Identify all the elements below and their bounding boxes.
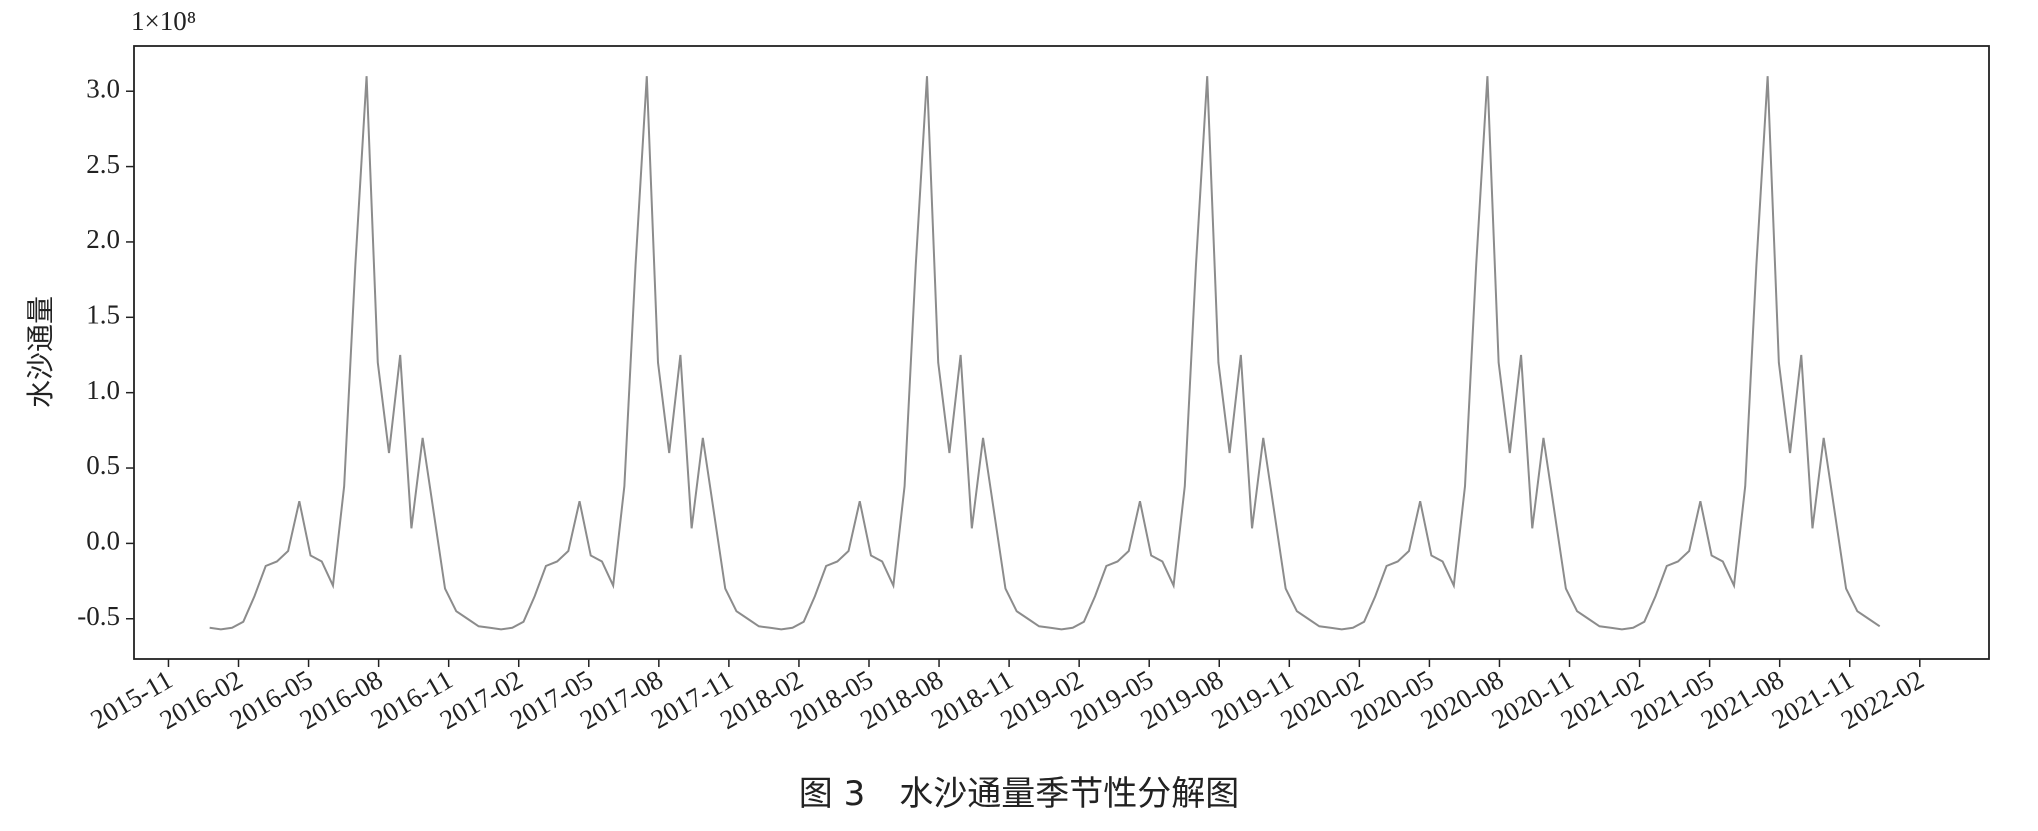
y-tick-label: 2.0 <box>86 224 120 254</box>
plot-frame <box>133 45 1990 660</box>
y-tick-label: 0.5 <box>86 450 120 480</box>
y-tick-label: 2.5 <box>86 149 120 179</box>
y-tick-label: 0.0 <box>86 526 120 556</box>
y-axis-label: 水沙通量 <box>24 296 57 408</box>
y-tick-label: -0.5 <box>77 601 120 631</box>
caption: 图 3 水沙通量季节性分解图 <box>799 774 1239 814</box>
series-line <box>209 76 1881 631</box>
y-tick-label: 3.0 <box>86 73 120 103</box>
offset-label: 1×10⁸ <box>131 6 196 36</box>
y-tick-label: 1.5 <box>86 300 120 330</box>
y-tick-label: 1.0 <box>86 375 120 405</box>
